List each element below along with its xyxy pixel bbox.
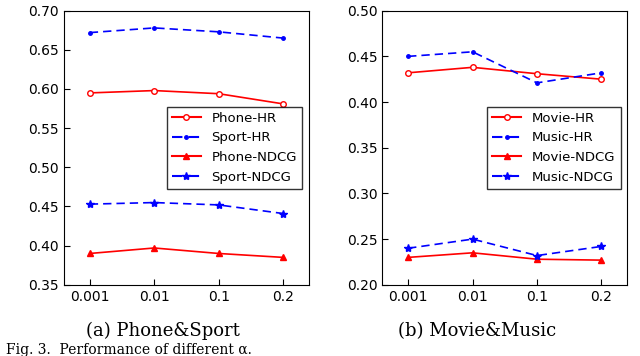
- Text: (a) Phone&Sport: (a) Phone&Sport: [86, 322, 240, 340]
- Legend: Movie-HR, Music-HR, Movie-NDCG, Music-NDCG: Movie-HR, Music-HR, Movie-NDCG, Music-ND…: [487, 106, 621, 189]
- Legend: Phone-HR, Sport-HR, Phone-NDCG, Sport-NDCG: Phone-HR, Sport-HR, Phone-NDCG, Sport-ND…: [166, 106, 302, 189]
- Text: Fig. 3.  Performance of different α.: Fig. 3. Performance of different α.: [6, 343, 252, 356]
- Text: (b) Movie&Music: (b) Movie&Music: [397, 323, 556, 340]
